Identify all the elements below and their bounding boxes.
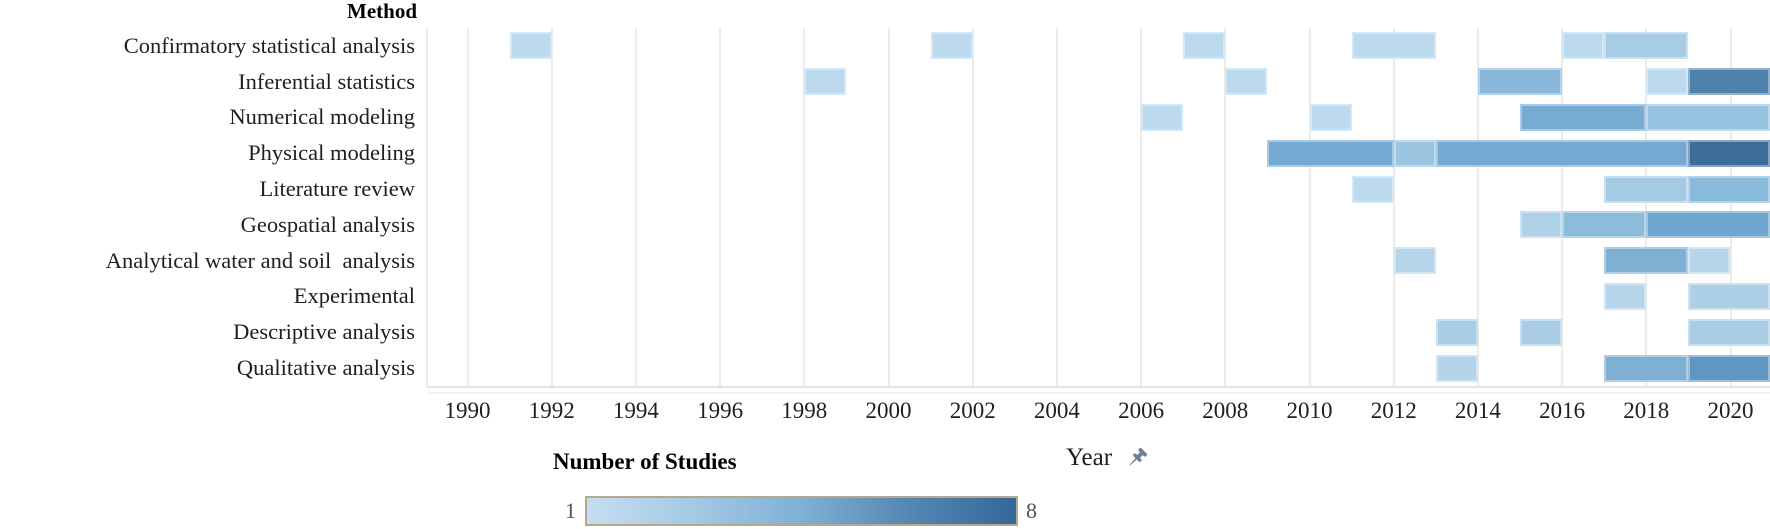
- heatmap-cell[interactable]: [1435, 139, 1689, 167]
- grid-line: [550, 28, 553, 386]
- heatmap-cell[interactable]: [1435, 354, 1478, 382]
- x-axis-tick-label: 2010: [1286, 398, 1333, 423]
- grid-line: [719, 28, 722, 386]
- heatmap-cell[interactable]: [1604, 175, 1689, 203]
- x-axis-tick-label: 2020: [1707, 398, 1754, 423]
- x-axis-tick-label: 1990: [444, 398, 491, 423]
- heatmap-cell[interactable]: [1646, 104, 1770, 131]
- grid-line: [634, 28, 637, 386]
- x-axis-tick-label: 1992: [528, 398, 575, 423]
- heatmap-cell[interactable]: [1688, 318, 1770, 346]
- legend-title: Number of Studies: [553, 449, 737, 474]
- x-axis-tick-label: 2000: [865, 398, 912, 423]
- legend-max-label: 8: [1026, 498, 1037, 523]
- heatmap-cell[interactable]: [1604, 32, 1689, 60]
- grid-line: [1140, 28, 1143, 386]
- heatmap-cell[interactable]: [1688, 283, 1770, 310]
- legend-gradient-bar[interactable]: [585, 496, 1018, 526]
- heatmap-cell[interactable]: [1309, 104, 1352, 131]
- grid-line: [1476, 28, 1479, 386]
- heatmap-cell[interactable]: [1688, 68, 1770, 96]
- heatmap-cell[interactable]: [1604, 283, 1647, 310]
- y-axis-header: Method: [347, 0, 417, 23]
- heatmap-cell[interactable]: [1604, 247, 1689, 275]
- grid-line: [887, 28, 890, 386]
- heatmap-cell[interactable]: [1562, 32, 1605, 60]
- x-axis-tick-label: 1998: [781, 398, 828, 423]
- heatmap-cell[interactable]: [1646, 211, 1770, 239]
- heatmap-cell[interactable]: [1183, 32, 1226, 60]
- legend-min-label: 1: [565, 498, 576, 523]
- heatmap-cell[interactable]: [1351, 32, 1436, 60]
- x-axis-tick-label: 2004: [1033, 398, 1080, 423]
- heatmap-cell[interactable]: [930, 32, 973, 60]
- y-axis-label: Geospatial analysis: [240, 211, 415, 237]
- grid-line: [1729, 28, 1732, 386]
- grid-line: [1055, 28, 1058, 386]
- x-axis-tick-label: 2018: [1623, 398, 1670, 423]
- x-axis-tick-label: 2006: [1118, 398, 1165, 423]
- grid-line: [1561, 28, 1564, 386]
- heatmap-cell[interactable]: [1688, 175, 1770, 203]
- heatmap-cell[interactable]: [1520, 211, 1563, 239]
- grid-line: [1308, 28, 1311, 386]
- heatmap-cell[interactable]: [1393, 139, 1436, 167]
- y-axis-label: Qualitative analysis: [236, 355, 415, 381]
- y-axis-label: Numerical modeling: [229, 104, 415, 130]
- x-axis-tick-label: 2016: [1539, 398, 1586, 423]
- axis-baseline: [427, 386, 1770, 388]
- x-axis-title: Year: [1066, 444, 1113, 471]
- heatmap-cell[interactable]: [1562, 211, 1647, 239]
- heatmap-cell[interactable]: [509, 32, 552, 60]
- x-axis-tick-label: 1994: [612, 398, 659, 423]
- grid-line: [426, 28, 428, 386]
- x-axis-tick-label: 2012: [1370, 398, 1417, 423]
- grid-line: [1645, 28, 1648, 386]
- heatmap-cell[interactable]: [1141, 104, 1184, 131]
- heatmap-cell[interactable]: [1646, 68, 1689, 96]
- grid-line: [971, 28, 974, 386]
- grid-line: [1224, 28, 1227, 386]
- axis-tick-line: [427, 392, 1770, 394]
- heatmap-cell[interactable]: [1225, 68, 1268, 96]
- heatmap-cell[interactable]: [1688, 354, 1770, 382]
- y-axis-label: Literature review: [259, 176, 415, 202]
- heatmap-cell[interactable]: [1393, 247, 1436, 275]
- grid-line: [466, 28, 469, 386]
- x-axis-tick-label: 1996: [697, 398, 744, 423]
- y-axis-label: Inferential statistics: [238, 68, 415, 94]
- heatmap-cell[interactable]: [1520, 104, 1647, 131]
- y-axis-label: Confirmatory statistical analysis: [123, 32, 415, 58]
- heatmap-cell[interactable]: [1351, 175, 1394, 203]
- y-axis-label: Experimental: [293, 283, 415, 309]
- x-axis-tick-label: 2008: [1202, 398, 1249, 423]
- x-axis-tick-label: 2014: [1454, 398, 1501, 423]
- pushpin-icon[interactable]: [1123, 445, 1150, 472]
- grid-line: [803, 28, 806, 386]
- heatmap-cell[interactable]: [1267, 139, 1394, 167]
- heatmap-cell[interactable]: [1604, 354, 1689, 382]
- heatmap-cell[interactable]: [1688, 247, 1731, 275]
- x-axis-title-group: Year: [1066, 442, 1150, 474]
- y-axis-label: Descriptive analysis: [233, 319, 415, 345]
- grid-line: [1392, 28, 1395, 386]
- heatmap-cell[interactable]: [1477, 68, 1563, 96]
- heatmap-cell[interactable]: [1435, 318, 1478, 346]
- heatmap-cell[interactable]: [804, 68, 847, 96]
- x-axis-tick-label: 2002: [949, 398, 996, 423]
- y-axis-label: Physical modeling: [248, 140, 415, 166]
- y-axis-label: Analytical water and soil analysis: [105, 247, 415, 273]
- heatmap-cell[interactable]: [1520, 318, 1563, 346]
- heatmap-cell[interactable]: [1688, 139, 1770, 167]
